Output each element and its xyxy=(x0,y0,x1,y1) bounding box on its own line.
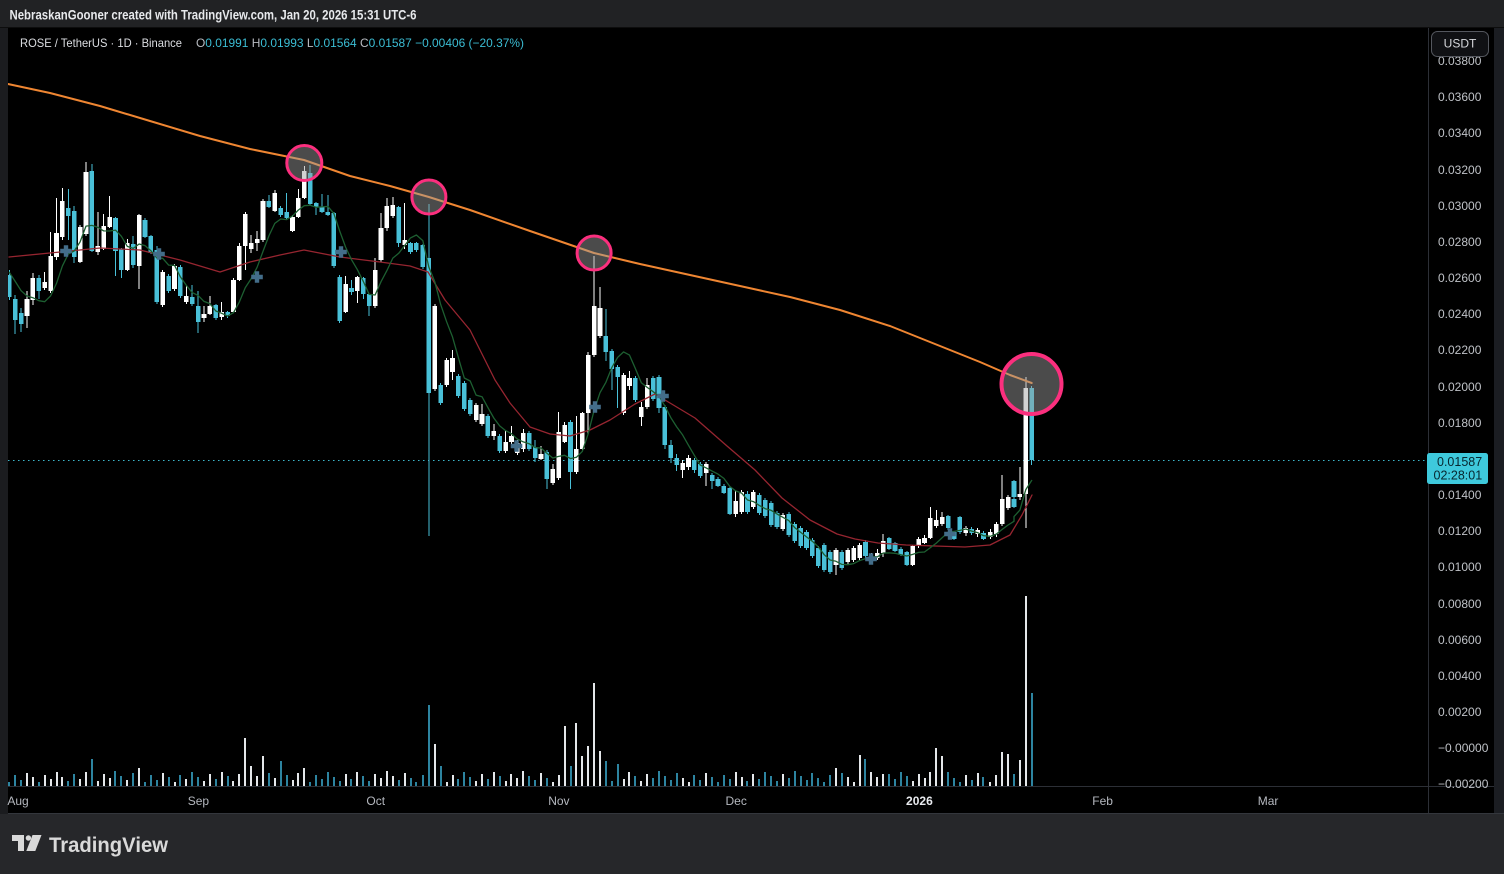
svg-text:0.02000: 0.02000 xyxy=(1438,380,1482,394)
svg-text:0.00200: 0.00200 xyxy=(1438,705,1482,719)
svg-text:0.03200: 0.03200 xyxy=(1438,163,1482,177)
svg-text:0.01587: 0.01587 xyxy=(1437,455,1482,469)
svg-text:2026: 2026 xyxy=(906,794,933,808)
svg-text:USDT: USDT xyxy=(1444,37,1477,51)
svg-text:TradingView: TradingView xyxy=(49,834,169,857)
svg-text:Aug: Aug xyxy=(7,794,28,808)
svg-text:0.01000: 0.01000 xyxy=(1438,560,1482,574)
svg-text:0.02800: 0.02800 xyxy=(1438,235,1482,249)
svg-text:0.00400: 0.00400 xyxy=(1438,669,1482,683)
svg-text:−0.00200: −0.00200 xyxy=(1438,777,1489,791)
svg-text:0.03600: 0.03600 xyxy=(1438,90,1482,104)
svg-text:0.03400: 0.03400 xyxy=(1438,126,1482,140)
svg-text:Feb: Feb xyxy=(1092,794,1113,808)
svg-text:0.00800: 0.00800 xyxy=(1438,597,1482,611)
svg-text:Sep: Sep xyxy=(188,794,210,808)
svg-text:0.02200: 0.02200 xyxy=(1438,343,1482,357)
svg-text:02:28:01: 02:28:01 xyxy=(1434,469,1483,483)
svg-text:ROSE / TetherUS · 1D · Binance: ROSE / TetherUS · 1D · Binance xyxy=(20,36,182,50)
svg-text:−0.00000: −0.00000 xyxy=(1438,741,1489,755)
svg-text:0.01800: 0.01800 xyxy=(1438,416,1482,430)
svg-text:0.02400: 0.02400 xyxy=(1438,307,1482,321)
svg-text:Nov: Nov xyxy=(548,794,569,808)
svg-text:Dec: Dec xyxy=(726,794,747,808)
svg-text:NebraskanGooner created with T: NebraskanGooner created with TradingView… xyxy=(10,8,417,23)
svg-text:0.02600: 0.02600 xyxy=(1438,271,1482,285)
svg-text:O0.01991 H0.01993 L0.01564 C0.: O0.01991 H0.01993 L0.01564 C0.01587 −0.0… xyxy=(196,36,524,50)
svg-text:0.00600: 0.00600 xyxy=(1438,633,1482,647)
svg-text:0.03800: 0.03800 xyxy=(1438,54,1482,68)
svg-text:Mar: Mar xyxy=(1258,794,1279,808)
svg-text:0.01200: 0.01200 xyxy=(1438,524,1482,538)
svg-text:0.03000: 0.03000 xyxy=(1438,199,1482,213)
svg-text:Oct: Oct xyxy=(366,794,385,808)
svg-text:0.01400: 0.01400 xyxy=(1438,488,1482,502)
